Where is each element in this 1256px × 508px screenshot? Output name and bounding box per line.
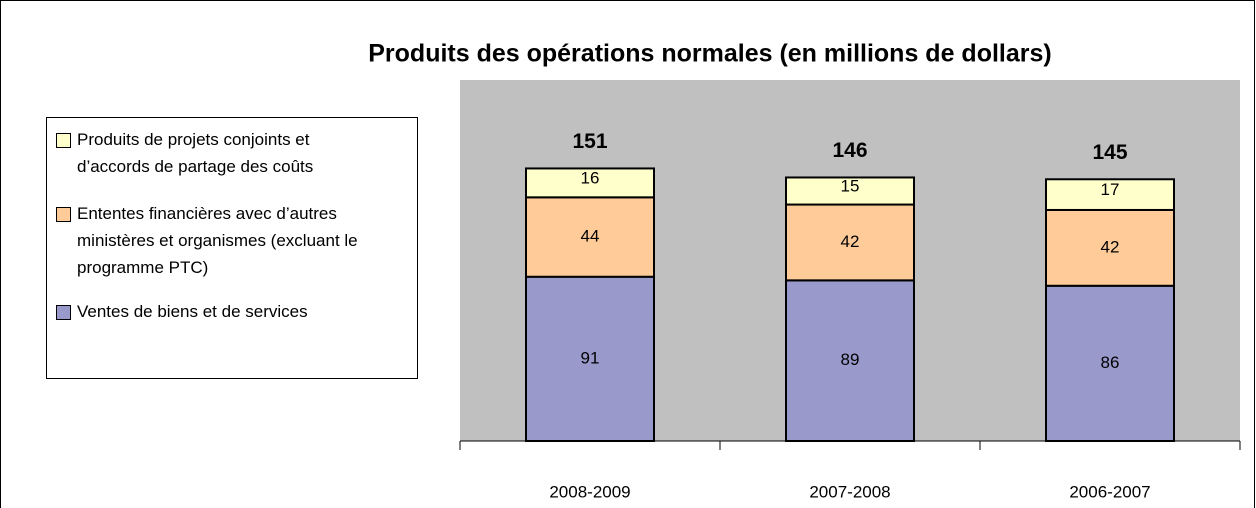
bars: 91 44 16 151 89 42 15 146 86 42 17 145 — [525, 130, 1175, 443]
x-tick-label: 2008-2009 — [549, 482, 630, 501]
legend-swatch — [56, 133, 71, 148]
legend-entry: Ententes financières avec d’autres minis… — [56, 200, 376, 281]
data-label: 42 — [841, 232, 860, 251]
legend-swatch — [56, 305, 71, 320]
legend-label: Ventes de biens et de services — [77, 302, 308, 321]
total-label: 145 — [1092, 141, 1127, 164]
data-label: 89 — [841, 350, 860, 369]
x-tick-label: 2006-2007 — [1069, 482, 1150, 501]
data-label: 15 — [841, 176, 860, 195]
total-label: 151 — [572, 130, 607, 153]
data-label: 42 — [1101, 237, 1120, 256]
legend-swatch — [56, 207, 71, 222]
legend-entry: Ventes de biens et de services — [56, 298, 376, 325]
chart-title: Produits des opérations normales (en mil… — [368, 40, 1051, 68]
data-label: 17 — [1101, 180, 1120, 199]
legend: Produits de projets conjoints et d’accor… — [46, 117, 418, 379]
legend-label: Produits de projets conjoints et d’accor… — [77, 130, 314, 176]
bar-segment — [525, 167, 655, 199]
data-label: 86 — [1101, 353, 1120, 372]
data-label: 91 — [581, 348, 600, 367]
bar-segment — [785, 176, 915, 206]
data-label: 44 — [581, 227, 600, 246]
bar-segment — [525, 196, 655, 278]
legend-entry: Produits de projets conjoints et d’accor… — [56, 126, 376, 180]
bar-segment — [1045, 178, 1175, 211]
x-tick-label: 2007-2008 — [809, 482, 890, 501]
total-label: 146 — [832, 139, 867, 162]
legend-label: Ententes financières avec d’autres minis… — [77, 204, 358, 277]
data-label: 16 — [581, 168, 600, 187]
